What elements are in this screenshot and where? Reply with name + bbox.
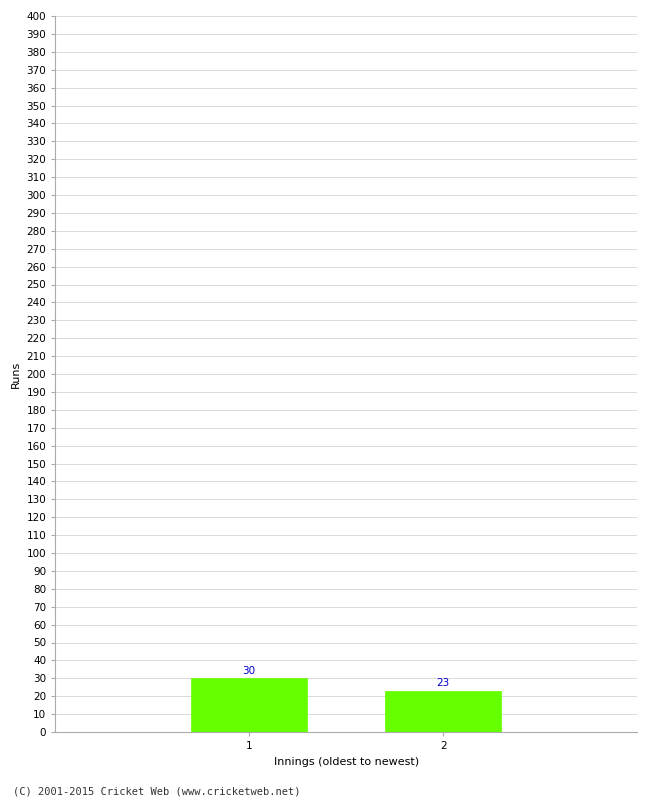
X-axis label: Innings (oldest to newest): Innings (oldest to newest) — [274, 757, 419, 766]
Text: 30: 30 — [242, 666, 255, 676]
Text: 23: 23 — [436, 678, 450, 688]
Bar — [385, 691, 501, 732]
Y-axis label: Runs: Runs — [11, 360, 21, 388]
Bar — [191, 678, 307, 732]
Text: (C) 2001-2015 Cricket Web (www.cricketweb.net): (C) 2001-2015 Cricket Web (www.cricketwe… — [13, 786, 300, 796]
